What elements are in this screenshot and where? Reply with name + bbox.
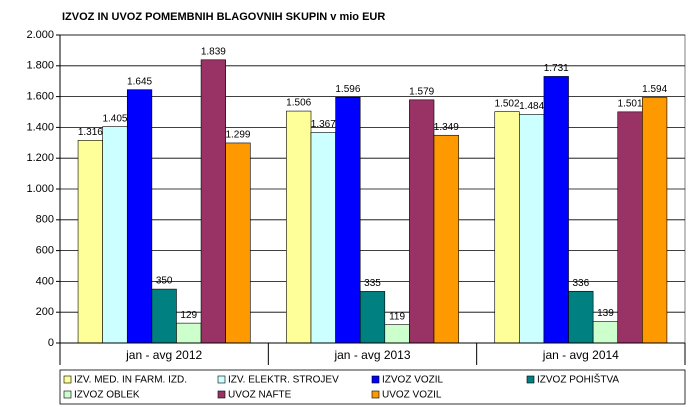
legend-swatch <box>371 375 380 384</box>
x-tick-label: jan - avg 2014 <box>542 348 619 362</box>
value-label: 1.596 <box>335 84 360 95</box>
bar <box>176 322 202 344</box>
value-label: 1.484 <box>519 101 544 112</box>
y-tick-label: 200 <box>36 306 54 318</box>
bar <box>77 140 103 344</box>
legend-swatch <box>526 375 535 384</box>
y-tick-label: 2.000 <box>26 29 54 41</box>
x-tick-label: jan - avg 2012 <box>125 348 202 362</box>
value-label: 1.367 <box>311 119 336 130</box>
bar <box>335 96 361 344</box>
value-label: 335 <box>364 278 381 289</box>
legend-swatch <box>217 390 226 399</box>
legend-label: IZV. MED. IN FARM. IZD. <box>74 375 187 386</box>
bar <box>286 110 312 344</box>
y-tick-label: 1.800 <box>26 60 54 72</box>
value-label: 1.405 <box>102 113 127 124</box>
value-label: 1.299 <box>225 130 250 141</box>
value-label: 1.502 <box>495 98 520 109</box>
x-tick-label: jan - avg 2013 <box>333 348 410 362</box>
value-label: 129 <box>180 310 197 321</box>
bar <box>543 76 569 344</box>
y-tick-label: 1.400 <box>26 121 54 133</box>
legend-swatch <box>63 390 72 399</box>
y-tick-label: 1.600 <box>26 91 54 103</box>
legend-label: IZVOZ VOZIL <box>382 375 444 386</box>
y-tick-label: 600 <box>36 245 54 257</box>
value-label: 1.594 <box>642 84 667 95</box>
bar <box>568 290 594 344</box>
value-label: 350 <box>156 276 173 287</box>
legend-label: IZVOZ OBLEK <box>74 390 140 401</box>
bar <box>225 142 251 344</box>
y-tick-label: 1.000 <box>26 183 54 195</box>
bar <box>384 324 410 344</box>
legend-swatch <box>371 390 380 399</box>
legend-swatch <box>217 375 226 384</box>
bar <box>151 288 177 344</box>
legend-label: IZVOZ POHIŠTVA <box>537 373 619 386</box>
bar <box>617 111 643 344</box>
legend-label: UVOZ VOZIL <box>382 390 442 401</box>
value-label: 1.645 <box>127 76 152 87</box>
bar <box>126 89 153 344</box>
bar <box>359 291 386 344</box>
chart-title: IZVOZ IN UVOZ POMEMBNIH BLAGOVNIH SKUPIN… <box>62 11 385 23</box>
y-tick-label: 1.200 <box>26 152 54 164</box>
value-label: 139 <box>597 308 614 319</box>
legend-swatch <box>63 375 72 384</box>
value-label: 336 <box>572 278 589 289</box>
value-label: 119 <box>389 311 405 322</box>
y-tick-label: 0 <box>48 337 54 349</box>
value-label: 1.731 <box>544 63 569 74</box>
value-label: 1.839 <box>201 46 226 57</box>
bar <box>310 132 336 344</box>
legend-box <box>59 369 686 405</box>
bar <box>200 59 226 344</box>
y-tick-label: 400 <box>36 275 54 287</box>
bar <box>409 99 435 344</box>
bar <box>592 321 619 344</box>
bar <box>494 111 520 344</box>
legend-label: UVOZ NAFTE <box>228 390 292 401</box>
bar <box>433 134 459 344</box>
value-label: 1.579 <box>409 86 434 97</box>
bar <box>102 126 128 344</box>
y-tick-label: 800 <box>36 214 54 226</box>
bar <box>642 97 668 344</box>
value-label: 1.316 <box>78 127 103 138</box>
value-label: 1.506 <box>286 98 311 109</box>
value-label: 1.501 <box>618 98 643 109</box>
value-label: 1.349 <box>434 122 459 133</box>
bar <box>519 114 545 344</box>
legend-label: IZV. ELEKTR. STROJEV <box>228 375 339 386</box>
